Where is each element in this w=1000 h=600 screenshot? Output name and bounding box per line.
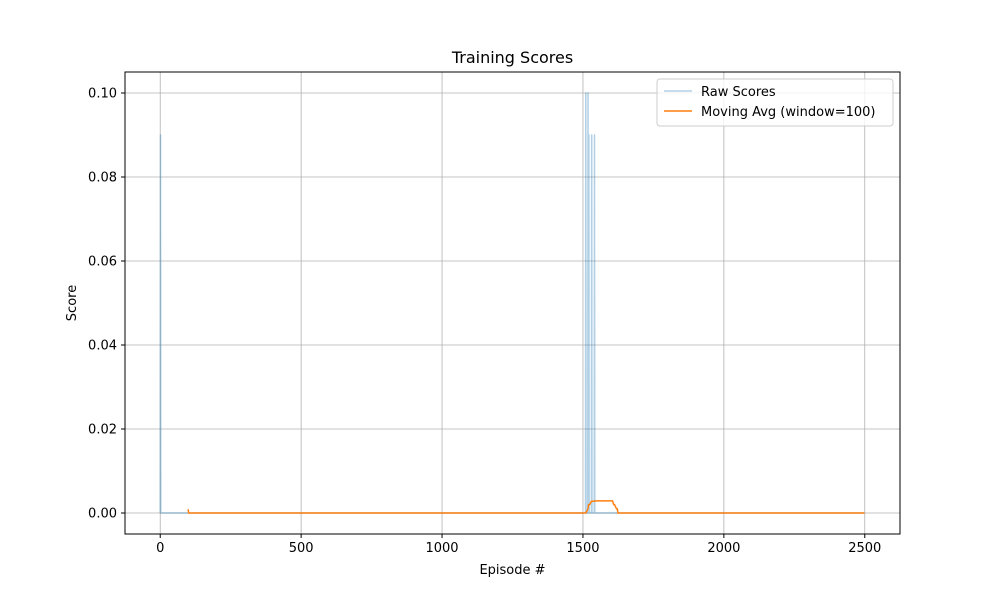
- x-tick-label: 2500: [848, 541, 881, 556]
- y-tick-label: 0.08: [88, 171, 117, 186]
- legend-label-raw-scores: Raw Scores: [701, 85, 776, 100]
- x-axis-label: Episode #: [479, 563, 545, 578]
- legend-box: [656, 78, 894, 127]
- y-tick-label: 0.10: [88, 87, 117, 102]
- legend-label-moving-avg: Moving Avg (window=100): [701, 105, 875, 120]
- y-axis-label: Score: [65, 285, 80, 321]
- plot-frame: [124, 71, 901, 535]
- plot-area: [125, 72, 900, 534]
- x-tick-label: 2000: [707, 541, 740, 556]
- series-line-raw-scores: [159, 92, 865, 514]
- series-layer: [159, 92, 865, 514]
- x-tick-label: 0: [156, 541, 164, 556]
- y-tick-label: 0.06: [88, 255, 117, 270]
- x-tick-label: 1500: [566, 541, 599, 556]
- legend: Raw Scores Moving Avg (window=100): [656, 78, 894, 127]
- y-tick-label: 0.00: [88, 507, 117, 522]
- y-tick-label: 0.04: [88, 339, 117, 354]
- y-tick-label: 0.02: [88, 423, 117, 438]
- axis-ticks: 0 500 1000 1500 2000 2500 0.00 0.02 0.04 0.06 0.08…: [88, 87, 881, 557]
- x-tick-label: 1000: [425, 541, 458, 556]
- chart-title: Training Scores: [451, 48, 573, 67]
- x-tick-label: 500: [289, 541, 314, 556]
- series-line-moving-avg: [187, 500, 865, 514]
